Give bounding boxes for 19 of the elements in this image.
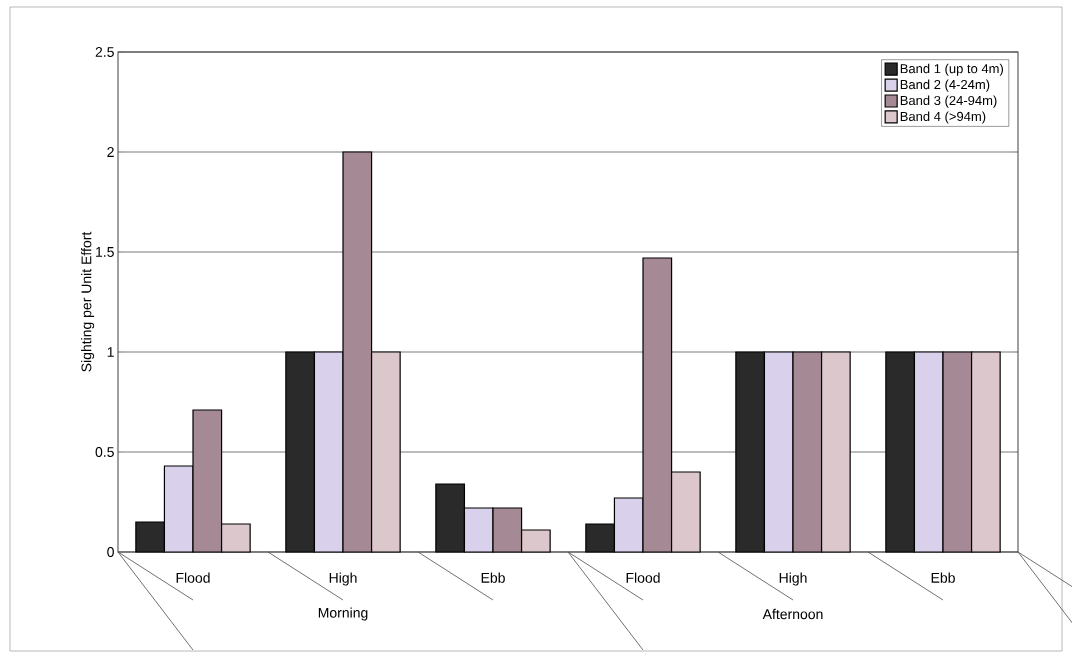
text: Morning — [318, 607, 368, 621]
x-tick-label: High — [779, 572, 807, 586]
x-tick-label: Ebb — [481, 572, 505, 583]
text: Afternoon — [762, 608, 823, 620]
x-tick-label: Flood — [626, 572, 660, 583]
y-tick-label: 0.5 — [95, 447, 114, 457]
y-tick-label: 0 — [107, 547, 114, 557]
x-tick-label: Flood — [176, 572, 210, 583]
legend-label: Band 3 (24-94m) — [900, 95, 997, 108]
x-tick-label: High — [329, 572, 357, 586]
legend-label: Band 2 (4-24m) — [900, 79, 990, 92]
y-tick-label: 2.5 — [95, 47, 114, 57]
x-tick-label: Ebb — [931, 572, 955, 583]
y-axis-title: Sighting per Unit Effort — [81, 231, 95, 372]
y-tick-label: 1.5 — [96, 247, 114, 257]
legend-label: Band 1 (up to 4m) — [900, 63, 1003, 76]
legend-label: Band 4 (>94m) — [900, 111, 986, 124]
y-tick-label: 1 — [107, 347, 114, 357]
y-tick-label: 2 — [107, 147, 114, 157]
